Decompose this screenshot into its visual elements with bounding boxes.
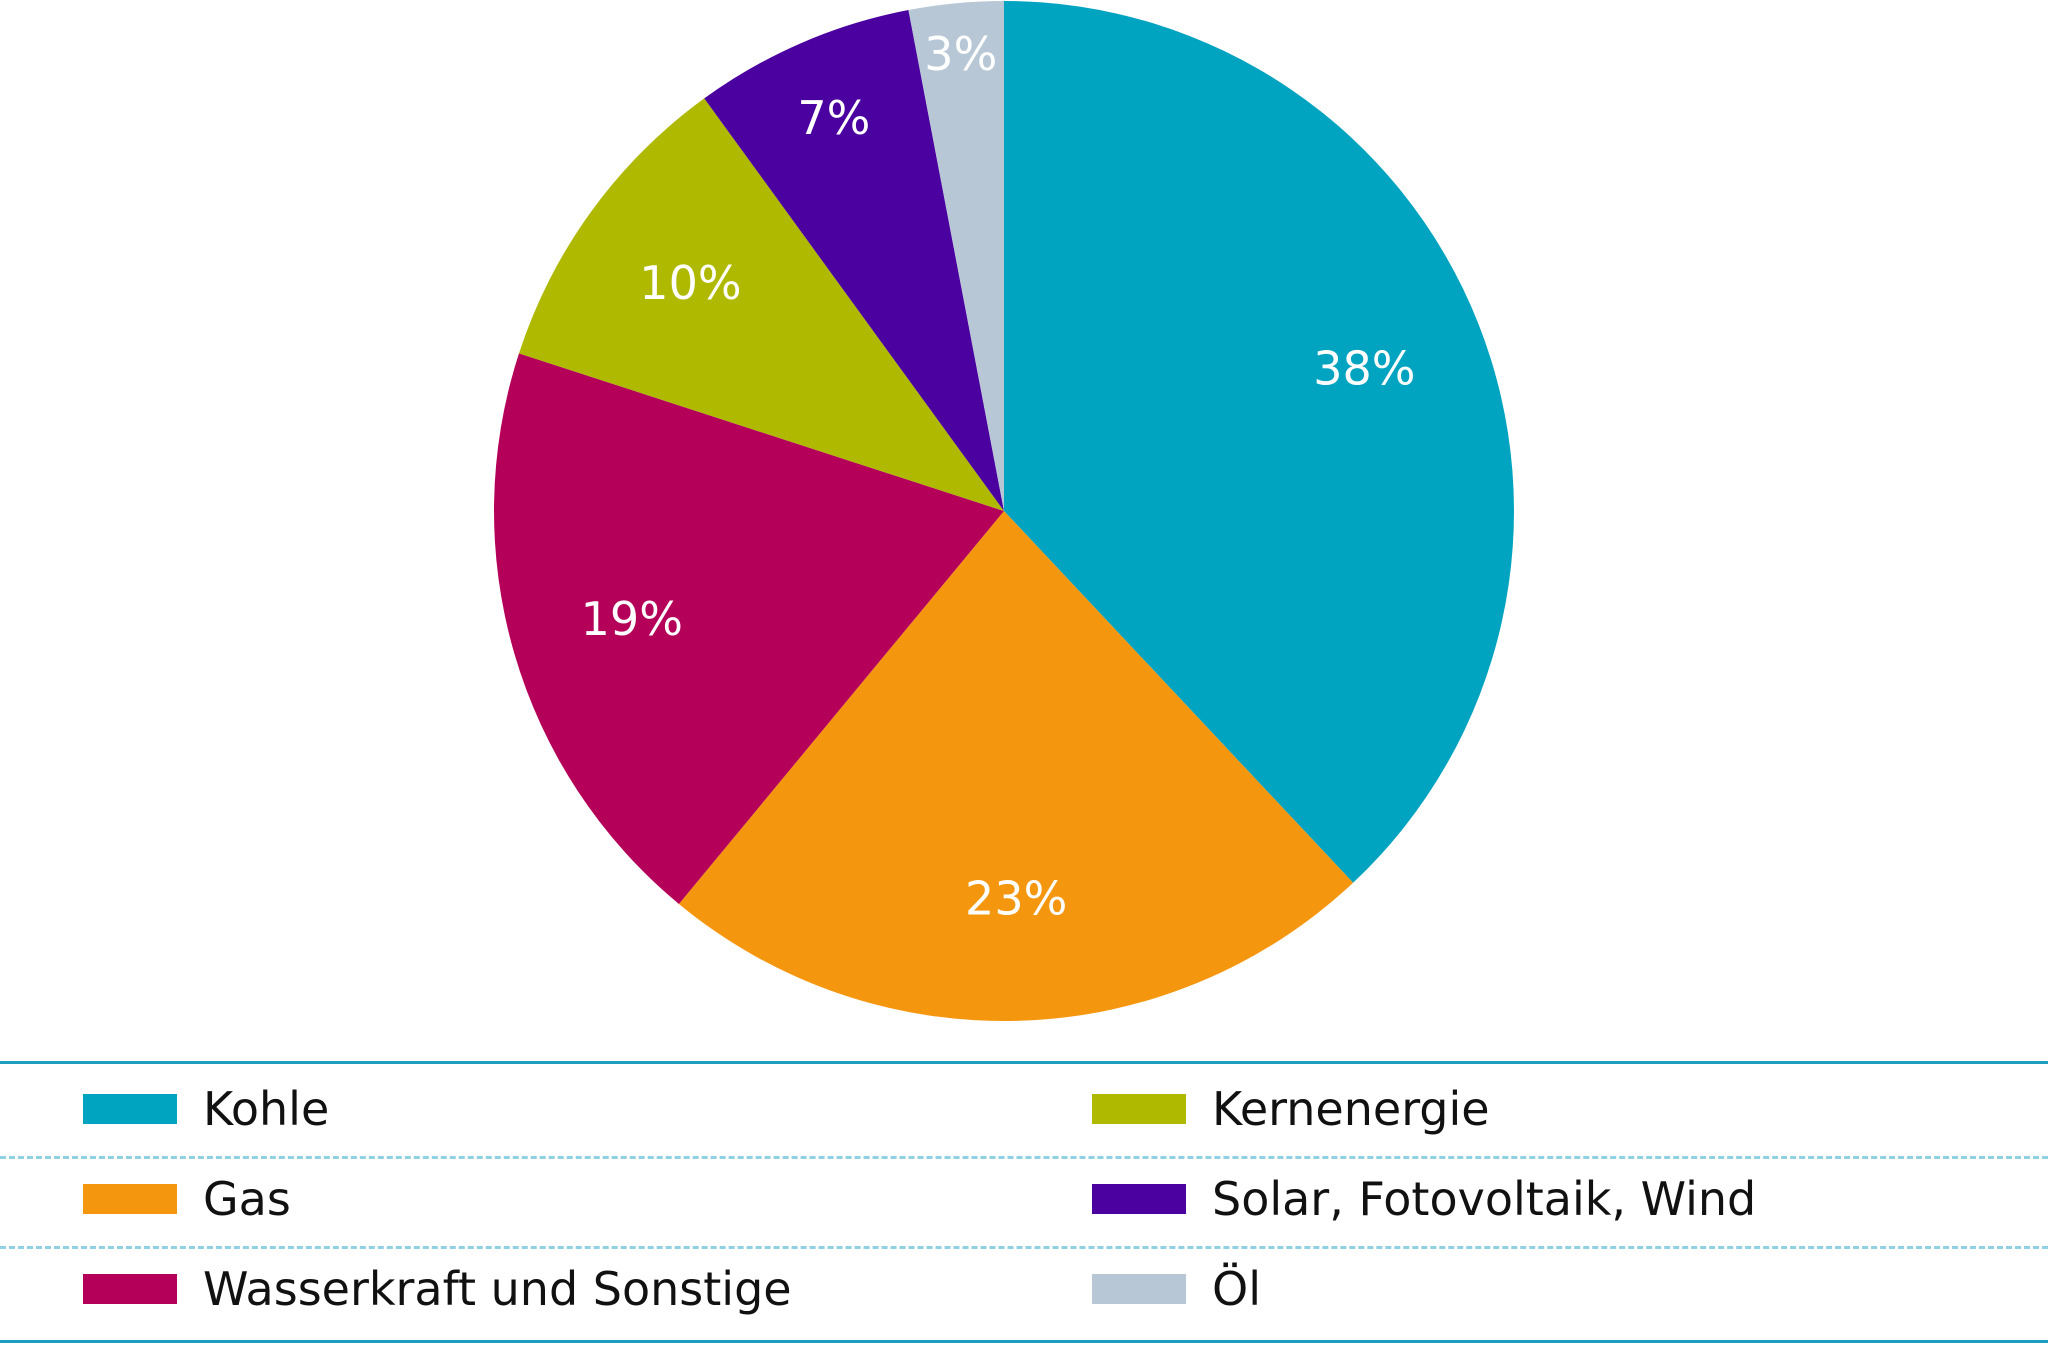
legend-item-kernenergie: Kernenergie [1092, 1079, 1490, 1139]
legend-label: Wasserkraft und Sonstige [203, 1262, 792, 1316]
legend-swatch [83, 1094, 177, 1124]
legend-item-solar: Solar, Fotovoltaik, Wind [1092, 1169, 1756, 1229]
legend-label: Solar, Fotovoltaik, Wind [1212, 1172, 1757, 1226]
pie-chart: 38% 23% 19% 10% 7% 3% [494, 0, 1515, 1021]
legend-top-border [0, 1061, 2048, 1064]
legend-swatch [83, 1274, 177, 1304]
pie-slice-3 [518, 98, 1004, 511]
legend-swatch [1092, 1274, 1186, 1304]
pie-slice-0 [1004, 1, 1515, 883]
legend-item-gas: Gas [83, 1169, 291, 1229]
slice-label-3: 10% [639, 256, 741, 310]
slice-label-4: 7% [797, 91, 870, 145]
slice-label-1: 23% [965, 871, 1067, 925]
slice-label-0: 38% [1313, 341, 1415, 395]
slice-label-2: 19% [581, 592, 683, 646]
legend-label: Öl [1212, 1262, 1261, 1316]
slice-label-5: 3% [924, 27, 997, 81]
legend-item-wasserkraft: Wasserkraft und Sonstige [83, 1259, 792, 1319]
pie-slice-5 [908, 0, 1004, 511]
legend-label: Gas [203, 1172, 291, 1226]
legend-bottom-border [0, 1340, 2048, 1343]
legend-item-kohle: Kohle [83, 1079, 329, 1139]
legend-label: Kernenergie [1212, 1082, 1490, 1136]
pie-slice-labels: 38% 23% 19% 10% 7% 3% [581, 27, 1416, 925]
legend-swatch [1092, 1094, 1186, 1124]
pie-slice-4 [704, 10, 1004, 511]
legend-row-divider [0, 1156, 2048, 1159]
legend-swatch [1092, 1184, 1186, 1214]
pie-slice-2 [494, 353, 1004, 904]
legend-label: Kohle [203, 1082, 330, 1136]
pie-slice-1 [678, 511, 1354, 1021]
legend-row-divider [0, 1246, 2048, 1249]
legend-swatch [83, 1184, 177, 1214]
legend: Kohle Gas Wasserkraft und Sonstige Kerne… [0, 1061, 2048, 1346]
pie-slices [494, 0, 1515, 1021]
legend-item-oel: Öl [1092, 1259, 1261, 1319]
